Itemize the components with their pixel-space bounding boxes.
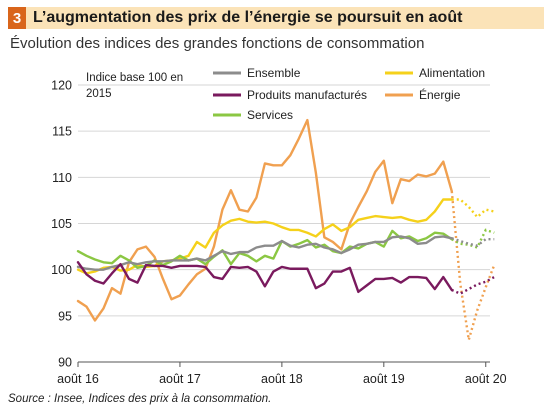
- x-tick-label-0: août 16: [57, 372, 99, 386]
- y-tick-label-90: 90: [58, 356, 72, 370]
- figure-title-bar: 3 L’augmentation des prix de l’énergie s…: [8, 7, 544, 29]
- figure-number-badge: 3: [8, 7, 26, 29]
- figure-title: L’augmentation des prix de l’énergie se …: [33, 9, 463, 26]
- y-tick-label-120: 120: [51, 79, 72, 93]
- x-tick-label-1: août 17: [159, 372, 201, 386]
- line-chart: 90 95 100 105 110 115 120 août 16 août 17 août 18…: [51, 66, 507, 386]
- series-line-produits-manufactures-projection: [451, 275, 495, 296]
- x-tick-label-3: août 19: [363, 372, 405, 386]
- legend-label-produits-manufactures: Produits manufacturés: [247, 88, 367, 102]
- series-line-energie: [76, 118, 453, 322]
- y-tick-label-115: 115: [52, 125, 72, 139]
- figure-subtitle: Évolution des indices des grandes foncti…: [10, 35, 425, 52]
- y-tick-label-100: 100: [51, 263, 72, 277]
- x-tick-label-2: août 18: [261, 372, 303, 386]
- legend-label-ensemble: Ensemble: [247, 66, 301, 80]
- series-line-alimentation: [76, 198, 453, 275]
- series-line-energie-projection: [450, 191, 496, 341]
- x-tick-label-4: août 20: [465, 372, 507, 386]
- chart-note-line-1: 2015: [86, 88, 112, 100]
- series-line-alimentation-projection: [451, 198, 495, 219]
- chart-note-line-0: Indice base 100 en: [86, 72, 183, 84]
- y-tick-label-110: 110: [52, 171, 72, 185]
- source-note: Source : Insee, Indices des prix à la co…: [8, 393, 272, 405]
- series-line-ensemble: [76, 235, 453, 271]
- series-line-services-projection: [451, 228, 495, 249]
- y-tick-label-95: 95: [58, 309, 72, 323]
- series-line-produits-manufactures: [76, 261, 453, 294]
- y-tick-label-105: 105: [51, 217, 72, 231]
- legend-label-services: Services: [247, 108, 293, 122]
- legend-label-alimentation: Alimentation: [419, 66, 485, 80]
- series-line-services: [76, 229, 453, 270]
- legend-label-energie: Énergie: [419, 87, 461, 102]
